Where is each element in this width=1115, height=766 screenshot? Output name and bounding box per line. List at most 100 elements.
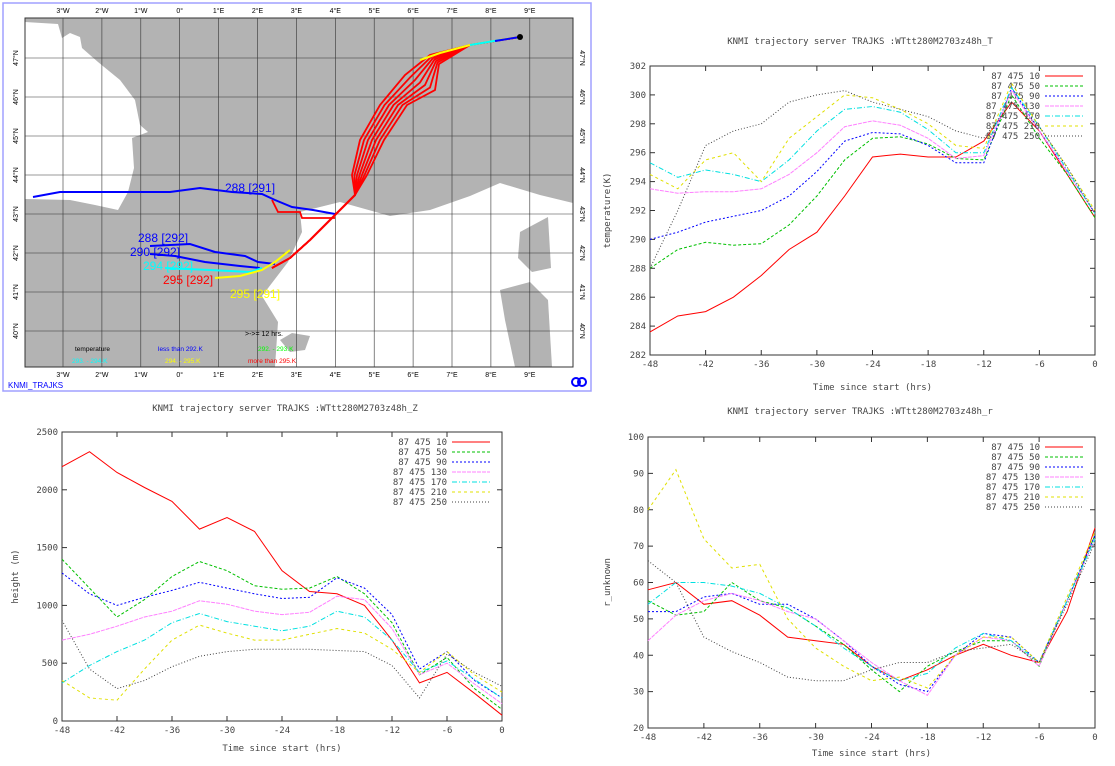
trajectory-label: 295 [291] xyxy=(230,287,280,301)
sardinia-africa-land xyxy=(500,282,552,367)
lon-label-top: 3°E xyxy=(291,7,303,15)
x-tick-label: -36 xyxy=(753,360,769,370)
y-tick-label: 2000 xyxy=(36,486,58,496)
legend-label: 87 475 130 xyxy=(986,473,1040,483)
x-tick-label: -18 xyxy=(919,733,935,743)
y-tick-label: 296 xyxy=(630,149,646,159)
series-line xyxy=(647,542,1096,682)
series-line xyxy=(649,90,1096,269)
lon-label-top: 7°E xyxy=(446,7,458,15)
trajectory-spain-4 xyxy=(214,249,291,279)
lon-label-top: 1°W xyxy=(134,7,148,15)
x-tick-label: 0 xyxy=(1092,360,1097,370)
y-tick-label: 30 xyxy=(633,688,644,698)
x-tick-label: -30 xyxy=(807,733,823,743)
x-tick-label: -12 xyxy=(384,726,400,736)
legend-label: 87 475 130 xyxy=(986,102,1040,112)
trajectory-map: 3°W 3°W 2°W 2°W 1°W 1°W 0° 0° 1°E 1°E 2°E 2°E 3°E 3°E… xyxy=(2,2,592,392)
lat-label-right: 47°N xyxy=(578,50,586,66)
trajectory-label: 288 [292] xyxy=(138,231,188,245)
lat-label-left: 40°N xyxy=(12,323,20,339)
legend-label: 87 475 210 xyxy=(393,488,447,498)
x-tick-label: -18 xyxy=(920,360,936,370)
lat-label-right: 42°N xyxy=(578,245,586,261)
legend-label: 87 475 90 xyxy=(991,92,1040,102)
lat-label-left: 43°N xyxy=(12,206,20,222)
lon-label-top: 9°E xyxy=(524,7,536,15)
series-line xyxy=(61,572,503,699)
lon-label-top: 6°E xyxy=(407,7,419,15)
lat-label-left: 46°N xyxy=(12,89,20,105)
y-tick-label: 284 xyxy=(630,322,646,332)
legend-label: 87 475 250 xyxy=(986,132,1040,142)
x-tick-label: -6 xyxy=(1034,733,1045,743)
lat-label-right: 43°N xyxy=(578,206,586,222)
series-line xyxy=(647,538,1096,682)
lon-label-bottom: 2°W xyxy=(95,371,109,379)
series-line xyxy=(648,535,1096,693)
legend-item: 293. - 294.K xyxy=(72,358,108,365)
trajectories xyxy=(32,186,336,279)
y-tick-label: 50 xyxy=(633,615,644,625)
lon-label-bottom: 4°E xyxy=(330,371,342,379)
legend-label: 87 475 250 xyxy=(986,503,1040,513)
legend-label: 87 475 250 xyxy=(393,498,447,508)
legend-label: 87 475 210 xyxy=(986,122,1040,132)
legend-label: 87 475 170 xyxy=(986,483,1040,493)
legend-label: 87 475 170 xyxy=(393,478,447,488)
series-line xyxy=(649,89,1096,214)
legend-title: temperature xyxy=(75,346,110,353)
lat-label-left: 47°N xyxy=(12,50,20,66)
trajectory-line xyxy=(271,199,335,219)
y-tick-label: 290 xyxy=(630,235,646,245)
series-line xyxy=(649,101,1096,333)
lon-label-top: 4°E xyxy=(330,7,342,15)
y-axis-label: r_unknown xyxy=(603,558,613,607)
chart-height: KNMI trajectory server TRAJKS :WTtt280M2… xyxy=(11,404,505,754)
lon-label-bottom: 7°E xyxy=(446,371,458,379)
trajectory-spain-3 xyxy=(164,267,263,274)
chart-humidity: KNMI trajectory server TRAJKS :WTtt280M2… xyxy=(603,407,1098,759)
legend-item: more than 295.K xyxy=(248,358,297,365)
series-line xyxy=(61,610,503,699)
y-tick-label: 282 xyxy=(630,351,646,361)
series-line xyxy=(61,624,503,701)
lat-label-right: 41°N xyxy=(578,284,586,300)
atlantic-sea xyxy=(25,22,148,210)
chart-temperature: KNMI trajectory server TRAJKS :WTtt280M2… xyxy=(603,37,1098,393)
legend-label: 87 475 10 xyxy=(991,443,1040,453)
chart-title: KNMI trajectory server TRAJKS :WTtt280M2… xyxy=(727,407,993,417)
x-tick-label: -48 xyxy=(640,733,656,743)
x-tick-label: -12 xyxy=(976,360,992,370)
legend-label: 87 475 170 xyxy=(986,112,1040,122)
trajectory-line xyxy=(271,36,521,269)
marker-note: >->= 12 hrs. xyxy=(245,331,283,338)
x-tick-label: -42 xyxy=(696,733,712,743)
lon-label-bottom: 2°E xyxy=(252,371,264,379)
legend-label: 87 475 50 xyxy=(398,448,447,458)
lon-label-top: 0° xyxy=(176,7,183,15)
x-tick-label: -12 xyxy=(975,733,991,743)
y-tick-label: 40 xyxy=(633,651,644,661)
lon-label-top: 2°E xyxy=(252,7,264,15)
legend-label: 87 475 90 xyxy=(991,463,1040,473)
legend-label: 87 475 130 xyxy=(393,468,447,478)
lon-label-top: 8°E xyxy=(485,7,497,15)
lat-label-right: 44°N xyxy=(578,167,586,183)
mediterranean-sea xyxy=(262,183,573,367)
y-tick-label: 288 xyxy=(630,264,646,274)
x-tick-label: -24 xyxy=(864,360,880,370)
x-tick-label: 0 xyxy=(499,726,504,736)
legend-item: 292. - 293.K xyxy=(258,346,294,353)
legend-label: 87 475 10 xyxy=(398,438,447,448)
series-line xyxy=(61,451,503,716)
legend-item: less than 292.K xyxy=(158,346,203,353)
x-tick-label: -18 xyxy=(329,726,345,736)
y-axis-label: height (m) xyxy=(11,549,21,603)
knmi-logo-icon xyxy=(571,377,587,387)
trajectory-label: 294 [292] xyxy=(143,259,193,273)
y-tick-label: 302 xyxy=(630,62,646,72)
series-line xyxy=(649,86,1096,240)
x-tick-label: -48 xyxy=(642,360,658,370)
chart-title: KNMI trajectory server TRAJKS :WTtt280M2… xyxy=(152,404,418,414)
